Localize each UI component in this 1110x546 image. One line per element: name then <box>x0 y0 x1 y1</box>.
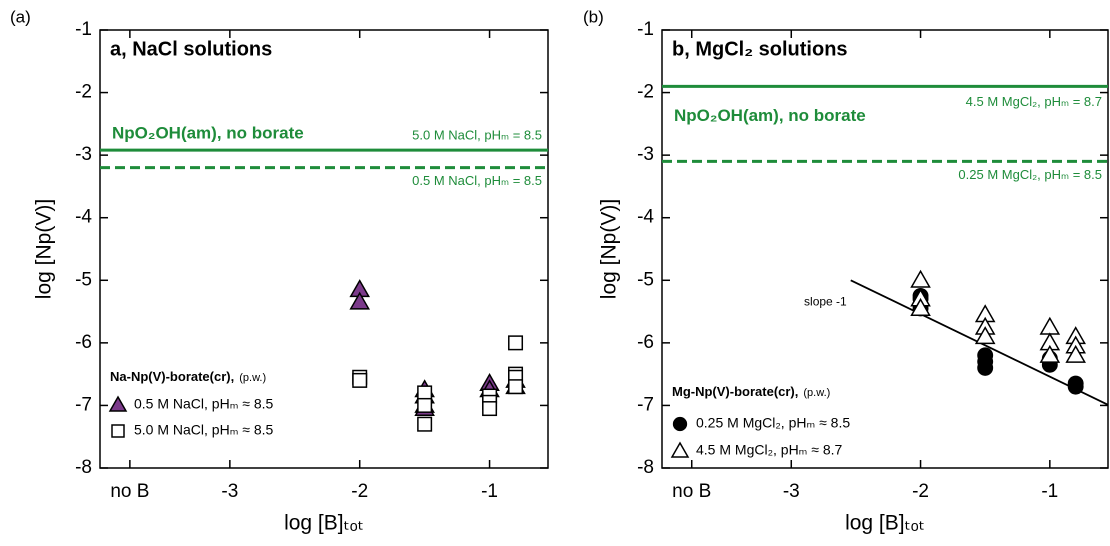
x-tick-label: no B <box>672 481 711 502</box>
y-tick-label: -3 <box>637 144 654 165</box>
triangle-marker <box>349 291 371 310</box>
x-tick-label: -2 <box>351 481 368 502</box>
legend-label: 0.5 M NaCl, pHₘ ≈ 8.5 <box>134 396 274 412</box>
square-marker <box>111 424 125 438</box>
annotation: NpO₂OH(am), no borate <box>112 124 304 143</box>
legend-label: 0.25 M MgCl₂, pHₘ ≈ 8.5 <box>696 415 850 431</box>
reference-line-label: 5.0 M NaCl, pHₘ = 8.5 <box>412 128 542 143</box>
panel-title: b, MgCl₂ solutions <box>672 38 848 60</box>
square-marker <box>508 335 524 351</box>
x-tick-label: -1 <box>481 481 498 502</box>
y-tick-label: -7 <box>75 394 92 415</box>
y-tick-label: -8 <box>75 457 92 478</box>
reference-line-label: 4.5 M MgCl₂, pHₘ = 8.7 <box>966 94 1102 109</box>
y-tick-label: -2 <box>75 82 92 103</box>
x-tick-label: -3 <box>783 481 800 502</box>
triangle-marker <box>1065 344 1086 363</box>
circle-marker <box>977 359 994 376</box>
x-tick-label: -1 <box>1041 481 1058 502</box>
y-axis-label: log [Np(V)] <box>33 199 56 299</box>
y-tick-label: -4 <box>75 207 92 228</box>
y-tick-label: -8 <box>637 457 654 478</box>
triangle-marker <box>1039 344 1061 363</box>
square-marker <box>352 372 368 388</box>
x-tick-label: -2 <box>912 481 929 502</box>
triangle-marker <box>974 326 996 345</box>
plot-frame <box>99 29 549 469</box>
y-tick-label: -6 <box>637 332 654 353</box>
y-tick-label: -1 <box>75 19 92 40</box>
y-tick-label: -1 <box>637 19 654 40</box>
circle-marker <box>672 416 688 432</box>
triangle-marker <box>670 441 690 458</box>
triangle-marker <box>1039 316 1061 335</box>
fit-line-label: slope -1 <box>804 294 847 308</box>
triangle-marker <box>910 297 931 316</box>
annotation: NpO₂OH(am), no borate <box>674 106 866 125</box>
y-tick-label: -5 <box>75 269 92 290</box>
x-tick-label: no B <box>110 481 149 502</box>
square-marker <box>417 397 433 413</box>
x-axis-label: log [B]ₜₒₜ <box>284 512 364 535</box>
legend-title-text: Na-Np(V)-borate(cr), <box>110 369 234 384</box>
panel-tag: (a) <box>10 7 31 26</box>
reference-line-label: 0.5 M NaCl, pHₘ = 8.5 <box>412 173 542 188</box>
triangle-marker <box>910 269 931 288</box>
legend-note: (p.w.) <box>239 372 266 384</box>
circle-marker <box>1067 378 1084 395</box>
legend-label: 4.5 M MgCl₂, pHₘ ≈ 8.7 <box>696 442 843 458</box>
y-tick-label: -2 <box>637 82 654 103</box>
triangle-marker <box>108 395 128 412</box>
y-tick-label: -6 <box>75 332 92 353</box>
y-tick-label: -3 <box>75 144 92 165</box>
panel-tag: (b) <box>583 7 604 26</box>
y-tick-label: -5 <box>637 269 654 290</box>
x-tick-label: -3 <box>221 481 238 502</box>
legend-label: 5.0 M NaCl, pHₘ ≈ 8.5 <box>134 422 274 438</box>
x-axis-label: log [B]ₜₒₜ <box>845 512 925 535</box>
y-axis-label: log [Np(V)] <box>598 199 621 299</box>
legend-title-text: Mg-Np(V)-borate(cr), <box>672 384 798 399</box>
square-marker <box>417 385 433 401</box>
legend-title: Mg-Np(V)-borate(cr), (p.w.) <box>672 384 830 399</box>
square-marker <box>482 401 498 417</box>
y-tick-label: -4 <box>637 207 654 228</box>
square-marker <box>417 416 433 432</box>
reference-line-label: 0.25 M MgCl₂, pHₘ = 8.5 <box>958 167 1102 182</box>
legend-title: Na-Np(V)-borate(cr), (p.w.) <box>110 369 266 384</box>
plot-frame <box>661 29 1109 469</box>
square-marker <box>508 379 524 395</box>
panel-title: a, NaCl solutions <box>110 38 272 60</box>
y-tick-label: -7 <box>637 394 654 415</box>
legend-note: (p.w.) <box>803 387 830 399</box>
